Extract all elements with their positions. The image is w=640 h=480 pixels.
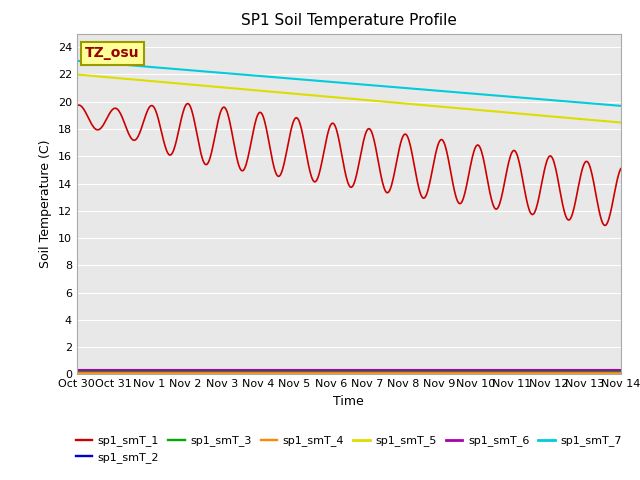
X-axis label: Time: Time <box>333 395 364 408</box>
sp1_smT_6 <box>73 367 81 373</box>
sp1_smT_4 <box>415 370 422 376</box>
sp1_smT_1 <box>73 103 81 108</box>
Line: sp1_smT_5: sp1_smT_5 <box>77 74 621 122</box>
sp1_smT_3 <box>73 369 81 375</box>
Line: sp1_smT_1: sp1_smT_1 <box>77 104 621 226</box>
sp1_smT_1 <box>223 110 231 116</box>
sp1_smT_1 <box>601 223 609 228</box>
Line: sp1_smT_7: sp1_smT_7 <box>77 61 621 106</box>
sp1_smT_1 <box>139 122 147 128</box>
sp1_smT_5 <box>83 72 90 78</box>
sp1_smT_4 <box>223 370 230 376</box>
sp1_smT_6 <box>139 367 147 373</box>
sp1_smT_1 <box>416 188 424 193</box>
sp1_smT_7 <box>415 86 422 92</box>
sp1_smT_5 <box>415 102 422 108</box>
sp1_smT_2 <box>83 368 90 374</box>
Legend: sp1_smT_1, sp1_smT_2, sp1_smT_3, sp1_smT_4, sp1_smT_5, sp1_smT_6, sp1_smT_7: sp1_smT_1, sp1_smT_2, sp1_smT_3, sp1_smT… <box>71 431 627 468</box>
sp1_smT_3 <box>139 369 147 375</box>
sp1_smT_5 <box>431 103 438 109</box>
sp1_smT_6 <box>223 367 230 373</box>
sp1_smT_7 <box>223 71 230 76</box>
sp1_smT_1 <box>431 152 439 157</box>
sp1_smT_7 <box>617 103 625 109</box>
sp1_smT_4 <box>431 370 438 376</box>
sp1_smT_2 <box>431 368 438 374</box>
sp1_smT_4 <box>617 370 625 376</box>
sp1_smT_3 <box>617 369 625 375</box>
Title: SP1 Soil Temperature Profile: SP1 Soil Temperature Profile <box>241 13 457 28</box>
sp1_smT_2 <box>223 368 230 374</box>
sp1_smT_5 <box>617 120 625 125</box>
sp1_smT_1 <box>83 111 90 117</box>
sp1_smT_2 <box>617 368 625 374</box>
sp1_smT_6 <box>83 367 90 373</box>
sp1_smT_7 <box>194 68 202 74</box>
sp1_smT_1 <box>617 166 625 171</box>
sp1_smT_2 <box>139 368 147 374</box>
sp1_smT_2 <box>73 368 81 374</box>
sp1_smT_7 <box>83 59 90 64</box>
sp1_smT_5 <box>73 72 81 77</box>
sp1_smT_7 <box>73 58 81 64</box>
sp1_smT_7 <box>139 63 147 69</box>
sp1_smT_2 <box>415 368 422 374</box>
sp1_smT_6 <box>431 367 438 373</box>
sp1_smT_3 <box>83 369 90 375</box>
sp1_smT_6 <box>415 367 422 373</box>
sp1_smT_4 <box>139 370 147 376</box>
sp1_smT_3 <box>415 369 422 375</box>
Text: TZ_osu: TZ_osu <box>85 47 140 60</box>
sp1_smT_3 <box>194 369 202 375</box>
Y-axis label: Soil Temperature (C): Soil Temperature (C) <box>39 140 52 268</box>
sp1_smT_4 <box>73 370 81 376</box>
sp1_smT_1 <box>195 140 202 145</box>
sp1_smT_4 <box>83 370 90 376</box>
sp1_smT_2 <box>194 368 202 374</box>
sp1_smT_5 <box>139 77 147 83</box>
sp1_smT_7 <box>431 87 438 93</box>
sp1_smT_5 <box>194 82 202 88</box>
sp1_smT_3 <box>223 369 230 375</box>
sp1_smT_6 <box>194 367 202 373</box>
sp1_smT_1 <box>184 101 192 107</box>
sp1_smT_4 <box>194 370 202 376</box>
sp1_smT_5 <box>223 85 230 91</box>
sp1_smT_3 <box>431 369 438 375</box>
sp1_smT_6 <box>617 367 625 373</box>
